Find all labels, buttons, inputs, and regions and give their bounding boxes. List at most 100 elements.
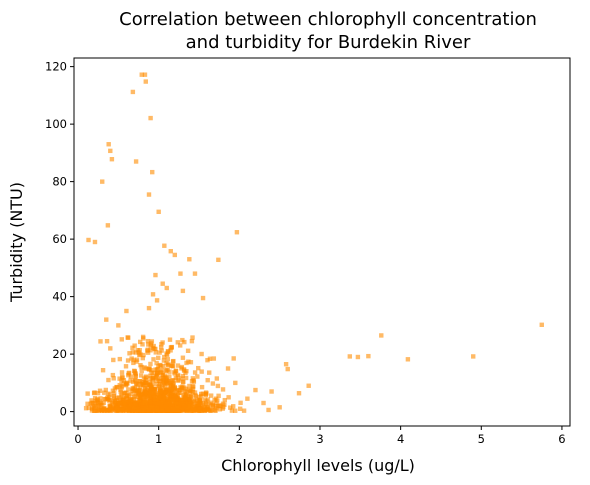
data-point bbox=[180, 288, 186, 294]
data-point bbox=[379, 333, 384, 338]
data-point bbox=[138, 373, 144, 378]
data-point bbox=[165, 396, 170, 402]
data-point bbox=[128, 378, 133, 383]
data-point bbox=[98, 402, 103, 408]
data-point bbox=[159, 367, 164, 373]
data-point bbox=[175, 407, 180, 413]
data-point bbox=[90, 400, 96, 406]
data-point bbox=[212, 407, 218, 413]
data-point bbox=[108, 346, 113, 351]
data-point bbox=[181, 367, 187, 372]
data-point bbox=[184, 360, 189, 366]
data-point bbox=[187, 257, 192, 262]
data-point bbox=[131, 360, 136, 366]
data-point bbox=[126, 387, 131, 392]
data-point bbox=[132, 387, 137, 392]
data-point bbox=[192, 271, 198, 276]
data-point bbox=[136, 408, 142, 413]
data-point bbox=[136, 399, 142, 405]
data-point bbox=[147, 393, 153, 399]
data-point bbox=[83, 405, 89, 411]
data-point bbox=[161, 358, 167, 363]
data-point bbox=[277, 405, 282, 410]
data-point bbox=[165, 379, 171, 384]
data-point bbox=[200, 400, 205, 406]
data-point bbox=[138, 402, 143, 407]
data-point bbox=[199, 351, 204, 357]
data-point bbox=[146, 192, 152, 197]
data-point bbox=[165, 387, 170, 393]
data-point bbox=[237, 406, 243, 411]
data-point bbox=[197, 406, 202, 412]
data-point bbox=[202, 397, 208, 402]
data-point bbox=[130, 379, 136, 385]
data-point bbox=[127, 351, 132, 356]
data-point bbox=[205, 378, 210, 383]
data-point bbox=[229, 408, 235, 413]
data-point bbox=[154, 298, 160, 303]
data-point bbox=[296, 391, 302, 396]
x-tick-label: 4 bbox=[397, 432, 404, 446]
data-point bbox=[183, 393, 189, 399]
data-point bbox=[97, 388, 103, 393]
data-point bbox=[133, 391, 138, 396]
data-point bbox=[186, 387, 192, 392]
data-point bbox=[147, 390, 153, 396]
data-point bbox=[140, 342, 145, 347]
data-point bbox=[158, 345, 164, 350]
data-point bbox=[212, 397, 217, 403]
data-point bbox=[161, 394, 166, 399]
data-point bbox=[179, 386, 185, 391]
data-point bbox=[164, 285, 169, 291]
data-point bbox=[114, 395, 120, 400]
data-point bbox=[152, 403, 157, 408]
data-point bbox=[205, 405, 210, 410]
data-point bbox=[180, 373, 186, 379]
data-point bbox=[148, 361, 153, 367]
data-point bbox=[161, 364, 166, 369]
data-point bbox=[168, 249, 173, 254]
data-point bbox=[110, 399, 115, 404]
data-point bbox=[119, 385, 124, 390]
data-point bbox=[109, 157, 115, 162]
data-point bbox=[138, 362, 143, 368]
data-point bbox=[188, 390, 193, 395]
data-point bbox=[172, 252, 178, 258]
data-point bbox=[185, 405, 190, 410]
chart-title-line-2: and turbidity for Burdekin River bbox=[186, 32, 471, 53]
plot-frame bbox=[73, 57, 571, 427]
data-point bbox=[539, 322, 544, 327]
data-point bbox=[178, 390, 183, 396]
data-point bbox=[193, 394, 199, 399]
data-point bbox=[168, 348, 173, 353]
data-point bbox=[121, 397, 127, 403]
y-tick-label: 120 bbox=[45, 60, 67, 74]
data-point bbox=[119, 394, 124, 399]
data-point bbox=[195, 374, 200, 379]
data-point bbox=[106, 377, 111, 383]
data-point bbox=[153, 272, 158, 278]
data-point bbox=[114, 408, 119, 413]
data-point bbox=[93, 403, 98, 409]
data-point bbox=[283, 361, 289, 367]
data-point bbox=[157, 395, 162, 401]
data-point bbox=[140, 405, 145, 411]
data-point bbox=[142, 380, 148, 385]
data-point bbox=[169, 402, 175, 407]
y-tick-label: 20 bbox=[52, 347, 67, 361]
data-point bbox=[216, 393, 221, 399]
data-point bbox=[169, 344, 174, 350]
data-point bbox=[92, 395, 98, 401]
data-point bbox=[181, 403, 186, 409]
data-point bbox=[133, 394, 138, 399]
data-point bbox=[102, 390, 107, 395]
data-point bbox=[162, 390, 167, 395]
x-tick-label: 1 bbox=[155, 432, 162, 446]
data-point bbox=[152, 387, 157, 392]
data-point bbox=[173, 392, 178, 397]
data-point bbox=[207, 370, 212, 375]
data-point bbox=[233, 380, 238, 386]
data-point bbox=[179, 400, 184, 406]
x-axis: 0 1 2 3 4 5 6 bbox=[74, 426, 566, 446]
